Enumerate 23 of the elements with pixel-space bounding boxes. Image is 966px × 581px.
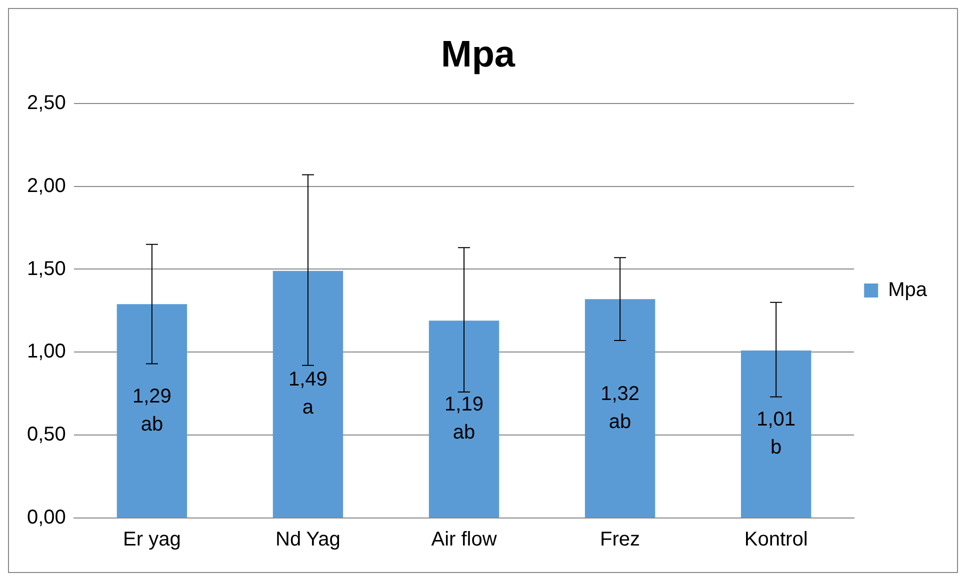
x-tick-label: Frez [600, 528, 640, 551]
x-tick-label: Nd Yag [276, 528, 340, 551]
data-label: 1,32 [600, 382, 640, 405]
x-tick-label: Er yag [123, 528, 181, 551]
legend-label: Mpa [888, 279, 928, 302]
data-label: 1,29 [132, 385, 172, 408]
annotation: ab [140, 413, 164, 436]
x-tick-label: Air flow [431, 528, 498, 551]
data-label: 1,01 [756, 408, 796, 431]
y-tick-label: 2,00 [26, 174, 66, 197]
annotation: ab [452, 422, 476, 444]
annotation: a [302, 396, 314, 419]
data-label: 1,49 [288, 368, 328, 391]
data-label: 1,19 [444, 394, 484, 416]
y-tick-label: 0,00 [26, 506, 66, 529]
y-tick-label: 2,50 [26, 92, 66, 114]
annotation: ab [608, 410, 632, 433]
y-tick-label: 0,50 [26, 424, 66, 446]
annotation: b [770, 436, 782, 459]
x-tick-label: Kontrol [744, 528, 808, 551]
y-tick-label: 1,00 [26, 340, 66, 363]
y-tick-label: 1,50 [26, 258, 66, 280]
chart-title: Mpa [441, 33, 516, 74]
